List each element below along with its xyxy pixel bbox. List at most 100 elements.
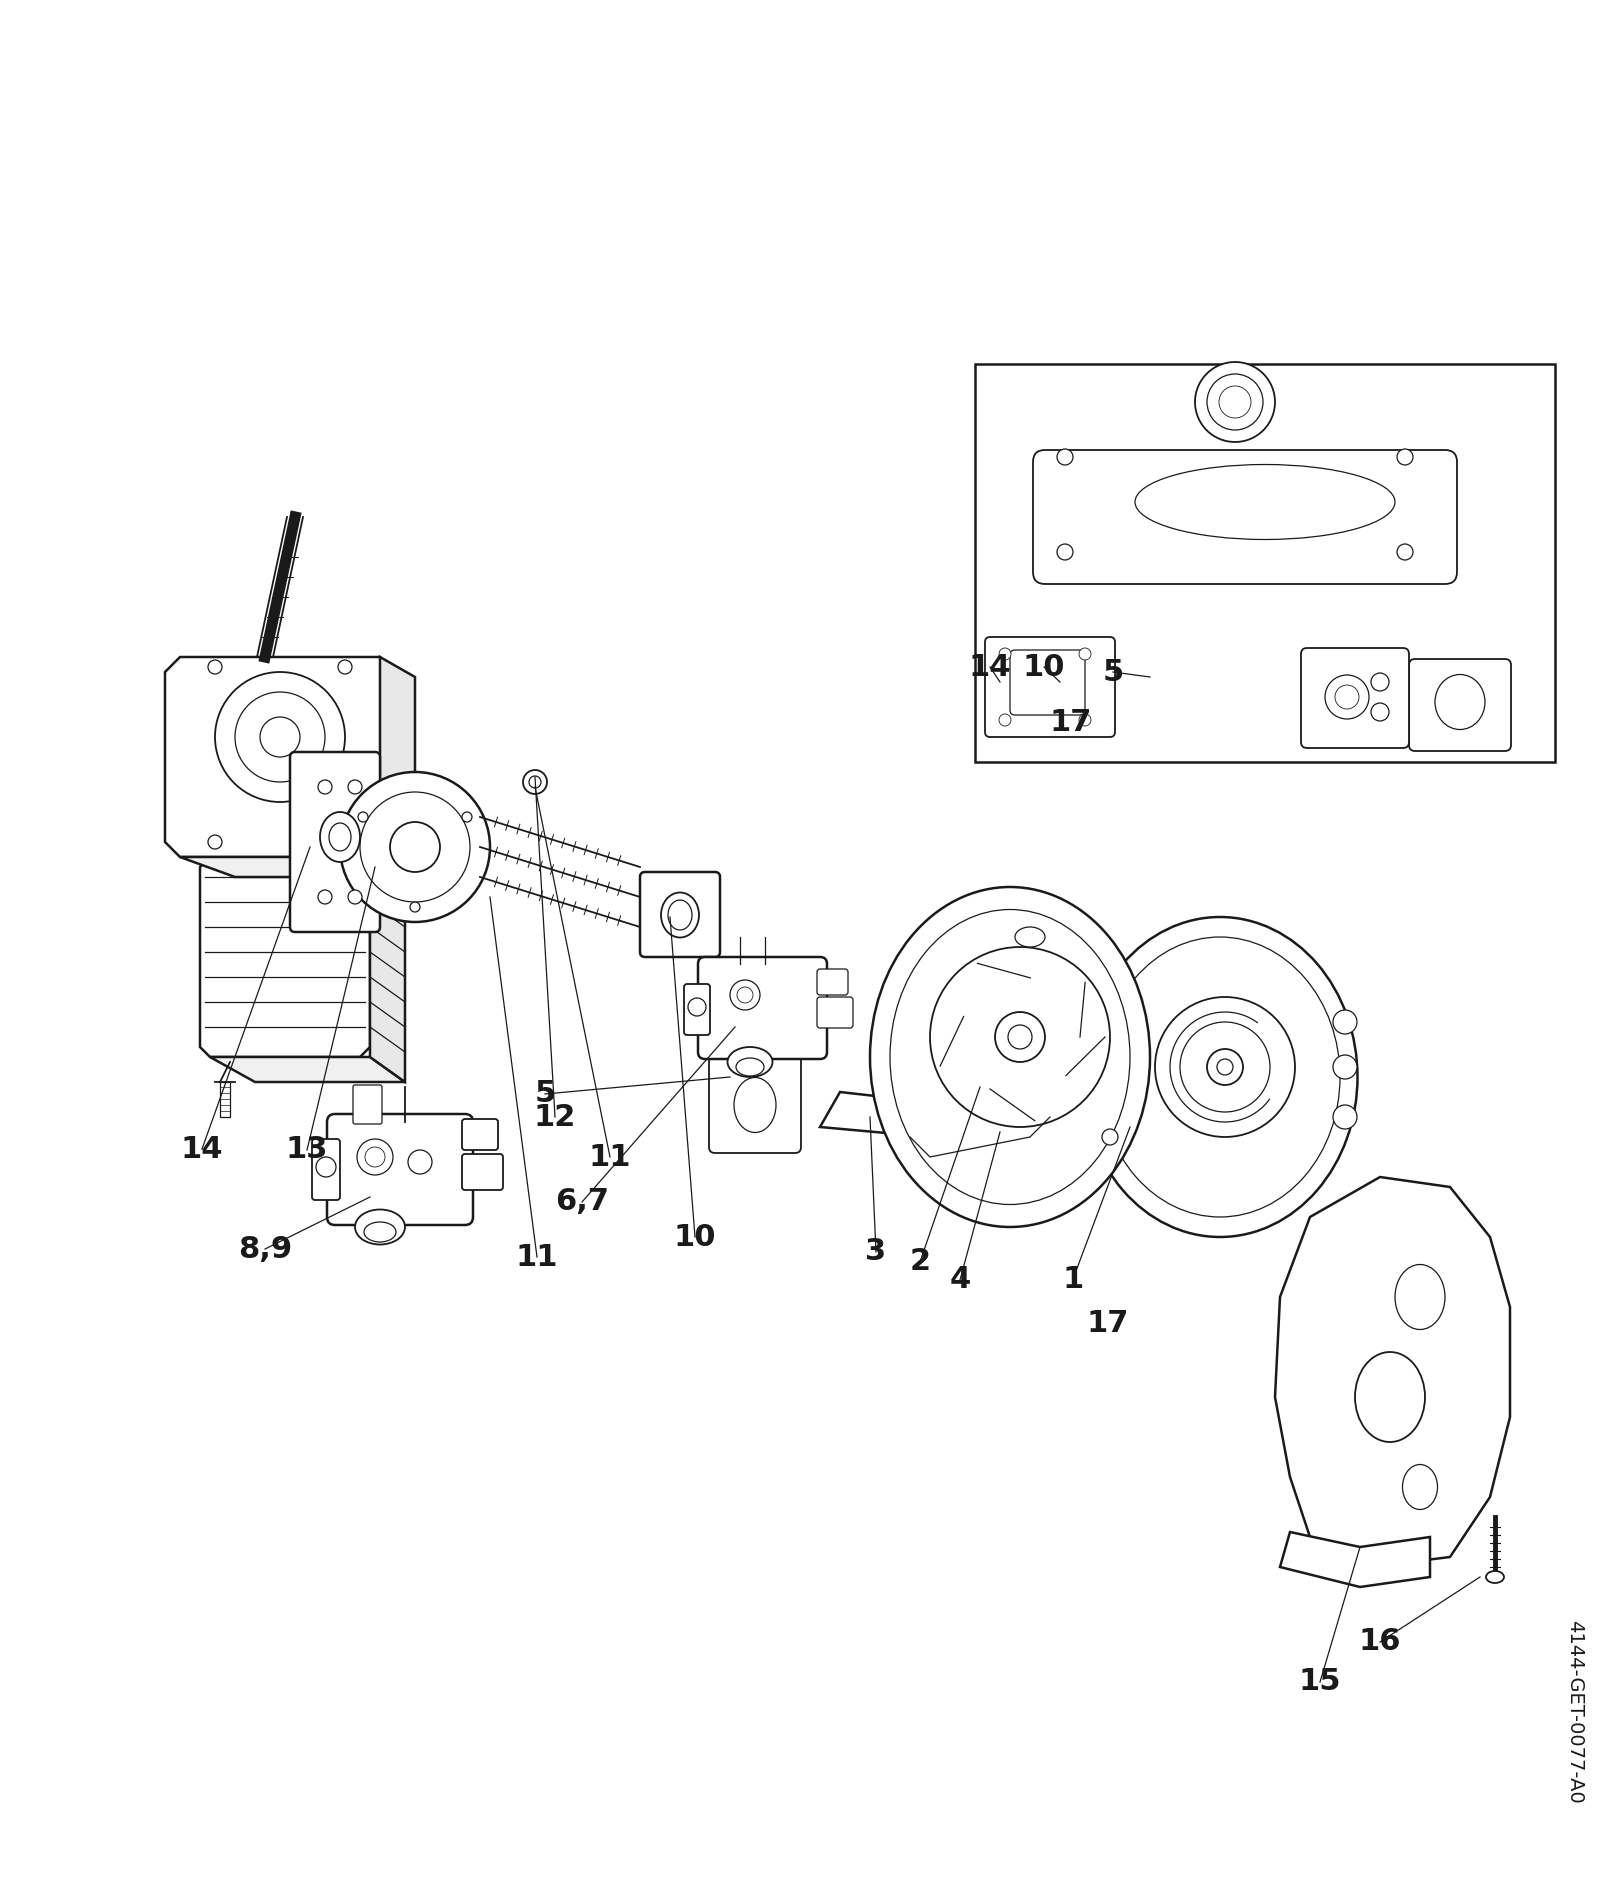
Ellipse shape	[365, 1222, 397, 1243]
FancyBboxPatch shape	[462, 1119, 498, 1151]
Circle shape	[530, 775, 541, 788]
FancyBboxPatch shape	[1410, 659, 1510, 751]
FancyBboxPatch shape	[462, 1154, 502, 1190]
Polygon shape	[1275, 1177, 1510, 1567]
Ellipse shape	[1355, 1351, 1426, 1442]
Ellipse shape	[661, 892, 699, 937]
Circle shape	[349, 781, 362, 794]
FancyBboxPatch shape	[986, 636, 1115, 738]
Text: 6,7: 6,7	[555, 1188, 610, 1216]
Circle shape	[390, 822, 440, 873]
Text: 16: 16	[1358, 1627, 1402, 1657]
Circle shape	[1078, 713, 1091, 726]
Polygon shape	[819, 1092, 1059, 1147]
Circle shape	[1371, 674, 1389, 691]
Circle shape	[339, 771, 490, 922]
Ellipse shape	[1014, 927, 1045, 948]
Text: 11: 11	[515, 1243, 558, 1271]
Text: 12: 12	[534, 1102, 576, 1132]
Circle shape	[688, 999, 706, 1015]
Circle shape	[730, 980, 760, 1010]
FancyBboxPatch shape	[326, 1115, 474, 1226]
Text: 15: 15	[1299, 1667, 1341, 1697]
FancyBboxPatch shape	[698, 957, 827, 1059]
Circle shape	[318, 890, 333, 905]
Polygon shape	[165, 657, 395, 858]
Circle shape	[738, 987, 754, 1002]
Ellipse shape	[728, 1047, 773, 1077]
Ellipse shape	[870, 888, 1150, 1228]
Circle shape	[318, 781, 333, 794]
Circle shape	[930, 948, 1110, 1126]
Circle shape	[523, 770, 547, 794]
Text: 5: 5	[534, 1079, 555, 1109]
Text: 13: 13	[286, 1136, 328, 1164]
Text: 10: 10	[1022, 653, 1066, 681]
Circle shape	[338, 835, 352, 848]
Circle shape	[358, 813, 368, 822]
FancyBboxPatch shape	[1010, 649, 1085, 715]
Ellipse shape	[1101, 937, 1341, 1216]
Circle shape	[208, 835, 222, 848]
Circle shape	[1333, 1106, 1357, 1128]
Ellipse shape	[890, 910, 1130, 1205]
Circle shape	[1078, 648, 1091, 661]
Circle shape	[235, 693, 325, 783]
Circle shape	[1195, 362, 1275, 441]
Polygon shape	[370, 858, 405, 1081]
Circle shape	[365, 1147, 386, 1167]
Text: 8,9: 8,9	[238, 1235, 293, 1263]
Circle shape	[1058, 449, 1074, 465]
FancyBboxPatch shape	[818, 997, 853, 1029]
Ellipse shape	[734, 1077, 776, 1132]
Polygon shape	[179, 858, 426, 877]
Text: 1: 1	[1062, 1265, 1083, 1293]
Ellipse shape	[1403, 1464, 1437, 1509]
Bar	[974, 364, 1555, 762]
Circle shape	[1155, 997, 1294, 1137]
Circle shape	[214, 672, 346, 801]
FancyBboxPatch shape	[818, 969, 848, 995]
Circle shape	[349, 890, 362, 905]
Text: 5: 5	[1102, 657, 1123, 687]
Circle shape	[410, 903, 419, 912]
FancyBboxPatch shape	[685, 984, 710, 1034]
Ellipse shape	[1486, 1571, 1504, 1582]
Polygon shape	[210, 1057, 405, 1081]
Circle shape	[408, 1151, 432, 1173]
Ellipse shape	[330, 822, 350, 850]
Polygon shape	[381, 792, 426, 832]
Circle shape	[317, 1156, 336, 1177]
Ellipse shape	[1435, 674, 1485, 730]
Circle shape	[357, 1139, 394, 1175]
Text: 14: 14	[968, 653, 1011, 681]
Circle shape	[1206, 374, 1262, 430]
Circle shape	[1008, 1025, 1032, 1049]
Circle shape	[1058, 544, 1074, 559]
Polygon shape	[1280, 1532, 1430, 1586]
Ellipse shape	[1083, 918, 1357, 1237]
Text: 17: 17	[1050, 708, 1093, 736]
Circle shape	[1397, 449, 1413, 465]
Circle shape	[208, 661, 222, 674]
Circle shape	[259, 717, 301, 756]
Text: 10: 10	[674, 1222, 717, 1252]
FancyBboxPatch shape	[1034, 450, 1458, 584]
Circle shape	[998, 648, 1011, 661]
Circle shape	[1333, 1055, 1357, 1079]
Polygon shape	[221, 1081, 230, 1117]
FancyBboxPatch shape	[1301, 648, 1410, 749]
Circle shape	[1102, 1128, 1118, 1145]
Polygon shape	[200, 858, 370, 1057]
Circle shape	[360, 792, 470, 903]
Circle shape	[1397, 544, 1413, 559]
Circle shape	[995, 1012, 1045, 1062]
Text: 11: 11	[589, 1143, 632, 1171]
Text: 3: 3	[866, 1237, 886, 1267]
FancyBboxPatch shape	[290, 753, 381, 933]
Ellipse shape	[1134, 464, 1395, 539]
Circle shape	[1333, 1010, 1357, 1034]
Ellipse shape	[320, 813, 360, 862]
FancyBboxPatch shape	[640, 873, 720, 957]
FancyBboxPatch shape	[312, 1139, 339, 1199]
